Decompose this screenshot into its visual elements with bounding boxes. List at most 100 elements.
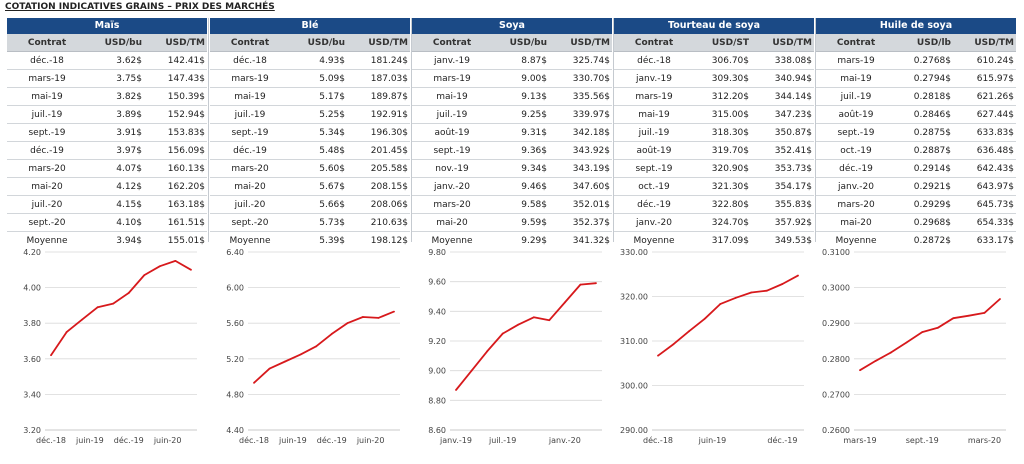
price-unit-cell: 5.67$ [319,181,345,192]
contract-cell: déc.-18 [637,55,671,66]
contract-cell: mai-20 [436,217,468,228]
contract-cell: janv.-20 [636,217,672,228]
price-unit-cell: 3.62$ [116,55,142,66]
chart-tourteau-de-soya: 290.00 300.00 310.00 320.00 330.00 déc.-18 jui… [614,244,814,464]
price-tm-cell: 189.87$ [370,91,408,102]
contract-cell: sept.-19 [433,145,471,156]
price-tm-cell: 205.58$ [370,163,408,174]
contract-cell: déc.-19 [637,199,671,210]
x-tick-label: janv.-19 [439,436,472,445]
contract-cell: juil.-19 [638,127,670,138]
y-tick-label: 9.20 [428,337,446,346]
chart-soya: 8.60 8.80 9.00 9.20 9.40 9.60 9.80 janv.-19 juil… [412,244,612,464]
table-row: sept.-19 3.91$ 153.83$ [7,124,207,142]
contract-cell: déc.-19 [30,145,64,156]
contract-cell: déc.-18 [30,55,64,66]
contract-cell: sept.-20 [28,217,66,228]
price-unit-cell: 5.25$ [319,109,345,120]
price-tm-cell: 343.19$ [572,163,610,174]
y-tick-label: 4.40 [226,426,244,435]
price-tm-cell: 335.56$ [572,91,610,102]
table-row: mai-19 0.2794$ 615.97$ [816,70,1016,88]
line-chart: 8.60 8.80 9.00 9.20 9.40 9.60 9.80 janv.-19 juil… [428,248,602,445]
series-line [859,298,1001,371]
line-chart: 4.40 4.80 5.20 5.60 6.00 6.40 déc.-18 juin-19 dé… [226,248,400,445]
table-row: mars-19 0.2768$ 610.24$ [816,52,1016,70]
price-unit-cell: 5.17$ [319,91,345,102]
price-unit-cell: 0.2768$ [913,55,951,66]
price-unit-cell: 315.00$ [711,109,749,120]
contract-cell: juil.-20 [31,199,63,210]
data-point [672,343,675,346]
table-row: janv.-19 309.30$ 340.94$ [614,70,814,88]
price-tm-cell: 636.48$ [976,145,1014,156]
contract-cell: mai-19 [840,73,872,84]
data-point [65,331,68,333]
price-unit-cell: 9.34$ [521,163,547,174]
price-tm-cell: 633.17$ [976,235,1014,246]
x-tick-label: juin-19 [698,436,727,445]
panel-mais: Maïs Contrat USD/bu USD/TM déc.-18 3.62$… [7,18,207,249]
column-headers: Contrat USD/bu USD/TM [412,34,612,52]
price-tm-cell: 352.41$ [774,145,812,156]
data-point [999,298,1001,300]
x-tick-label: mars-20 [968,436,1001,445]
y-tick-label: 300.00 [620,382,648,391]
price-unit-cell: 8.87$ [521,55,547,66]
price-unit-cell: 0.2872$ [913,235,951,246]
panel-header: Maïs [7,18,207,34]
contract-cell: sept.-19 [28,127,66,138]
price-unit-cell: 3.82$ [116,91,142,102]
price-tm-cell: 142.41$ [167,55,205,66]
price-unit-cell: 4.07$ [116,163,142,174]
x-tick-label: juin-20 [356,436,385,445]
table-row: mai-20 4.12$ 162.20$ [7,178,207,196]
data-point [470,369,473,372]
contract-cell: déc.-18 [233,55,267,66]
divider [411,18,412,242]
line-chart: 0.2600 0.2700 0.2800 0.2900 0.3000 0.3100 mars… [822,248,1006,445]
price-unit-cell: 9.13$ [521,91,547,102]
price-unit-cell: 0.2968$ [913,217,951,228]
average-row: Moyenne 3.94$ 155.01$ [7,232,207,249]
price-tm-cell: 156.09$ [167,145,205,156]
price-unit-cell: 317.09$ [711,235,749,246]
table-row: juil.-19 0.2818$ 621.26$ [816,88,1016,106]
y-tick-label: 0.2800 [822,355,850,364]
divider [208,18,209,242]
contract-cell: sept.-19 [231,127,269,138]
data-point [921,331,924,333]
data-point [315,345,318,348]
data-point [127,292,130,294]
price-unit-cell: 9.46$ [521,181,547,192]
price-tm-cell: 181.24$ [370,55,408,66]
data-point [905,341,908,344]
divider [815,18,816,242]
price-tm-cell: 160.13$ [167,163,205,174]
price-tm-cell: 339.97$ [572,109,610,120]
price-tm-cell: 349.53$ [774,235,812,246]
data-point [393,310,395,313]
price-unit-cell: 3.97$ [116,145,142,156]
data-point [112,302,115,305]
table-row: mars-20 5.60$ 205.58$ [210,160,410,178]
price-unit-cell: 5.73$ [319,217,345,228]
data-point [734,296,737,299]
contract-cell: mai-19 [638,109,670,120]
price-tm-cell: 342.18$ [572,127,610,138]
y-tick-label: 0.2700 [822,390,850,399]
price-tm-cell: 150.39$ [167,91,205,102]
price-unit-cell: 9.31$ [521,127,547,138]
contract-cell: mars-20 [837,199,875,210]
contract-cell: mars-19 [635,91,673,102]
y-tick-label: 310.00 [620,337,648,346]
divider [613,18,614,242]
contract-cell: janv.-19 [636,73,672,84]
price-unit-cell: 3.75$ [116,73,142,84]
table-row: mars-19 312.20$ 344.14$ [614,88,814,106]
table-row: oct.-19 321.30$ 354.17$ [614,178,814,196]
column-header-usd-tm: USD/TM [974,37,1014,48]
data-point [765,289,768,292]
column-header-unit: USD/bu [307,37,345,48]
y-tick-label: 8.60 [428,426,446,435]
